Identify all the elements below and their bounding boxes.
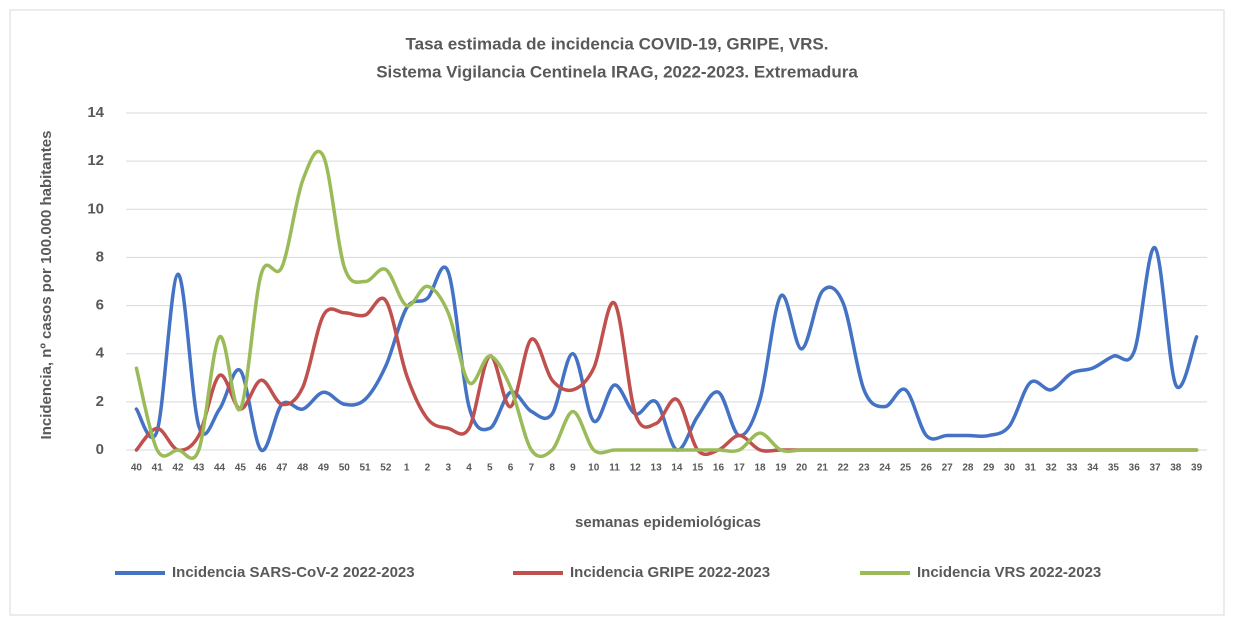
x-tick-label: 2 [425, 463, 431, 474]
x-tick-label: 45 [235, 463, 247, 474]
y-axis-label: Incidencia, nº casos por 100.000 habitan… [38, 131, 55, 440]
x-tick-label: 37 [1149, 463, 1161, 474]
legend-label: Incidencia VRS 2022-2023 [917, 564, 1101, 581]
series-line [134, 246, 1199, 452]
x-tick-label: 23 [858, 463, 870, 474]
x-tick-label: 31 [1025, 463, 1037, 474]
y-tick-label: 8 [96, 248, 104, 265]
x-tick-label: 5 [487, 463, 493, 474]
x-tick-label: 12 [630, 463, 642, 474]
x-tick-label: 46 [256, 463, 268, 474]
x-axis-label: semanas epidemiológicas [575, 514, 761, 531]
x-tick-label: 50 [339, 463, 351, 474]
x-tick-label: 36 [1129, 463, 1141, 474]
x-tick-label: 49 [318, 463, 330, 474]
x-tick-label: 7 [529, 463, 535, 474]
x-tick-label: 8 [549, 463, 555, 474]
chart-subtitle: Sistema Vigilancia Centinela IRAG, 2022-… [376, 62, 858, 81]
x-tick-label: 29 [983, 463, 995, 474]
x-tick-label: 52 [380, 463, 392, 474]
x-tick-label: 28 [962, 463, 974, 474]
x-tick-label: 15 [692, 463, 704, 474]
x-tick-label: 1 [404, 463, 410, 474]
x-tick-label: 20 [796, 463, 808, 474]
x-tick-label: 9 [570, 463, 576, 474]
y-tick-label: 12 [87, 152, 104, 169]
x-tick-label: 47 [276, 463, 288, 474]
x-tick-label: 39 [1191, 463, 1203, 474]
x-tick-label: 18 [754, 463, 766, 474]
x-tick-label: 24 [879, 463, 891, 474]
x-tick-label: 14 [671, 463, 683, 474]
x-tick-label: 11 [609, 463, 620, 474]
legend-label: Incidencia SARS-CoV-2 2022-2023 [172, 564, 415, 581]
x-tick-label: 40 [131, 463, 143, 474]
y-tick-label: 4 [96, 345, 105, 362]
y-tick-label: 6 [96, 297, 104, 314]
x-tick-label: 22 [838, 463, 850, 474]
x-tick-label: 17 [734, 463, 746, 474]
x-tick-label: 6 [508, 463, 514, 474]
x-tick-label: 10 [588, 463, 600, 474]
x-tick-label: 19 [775, 463, 787, 474]
legend-label: Incidencia GRIPE 2022-2023 [570, 564, 770, 581]
x-tick-label: 33 [1066, 463, 1078, 474]
x-tick-label: 30 [1004, 463, 1016, 474]
x-tick-label: 3 [445, 463, 451, 474]
x-tick-label: 27 [942, 463, 954, 474]
x-tick-label: 21 [817, 463, 829, 474]
x-tick-label: 32 [1046, 463, 1058, 474]
x-tick-label: 4 [466, 463, 472, 474]
x-tick-label: 42 [172, 463, 184, 474]
chart-title: Tasa estimada de incidencia COVID-19, GR… [406, 34, 829, 53]
y-tick-label: 10 [87, 200, 104, 217]
x-tick-label: 51 [360, 463, 372, 474]
x-tick-label: 43 [193, 463, 205, 474]
x-tick-label: 41 [152, 463, 164, 474]
x-tick-label: 44 [214, 463, 226, 474]
x-tick-label: 38 [1170, 463, 1182, 474]
x-tick-label: 26 [921, 463, 933, 474]
y-tick-label: 0 [96, 441, 104, 458]
series-line [134, 149, 1199, 461]
x-tick-label: 35 [1108, 463, 1120, 474]
y-tick-label: 2 [96, 393, 104, 410]
x-tick-label: 34 [1087, 463, 1099, 474]
x-tick-label: 13 [651, 463, 663, 474]
x-tick-label: 16 [713, 463, 725, 474]
x-tick-label: 25 [900, 463, 912, 474]
x-tick-label: 48 [297, 463, 309, 474]
y-tick-label: 14 [87, 104, 104, 121]
